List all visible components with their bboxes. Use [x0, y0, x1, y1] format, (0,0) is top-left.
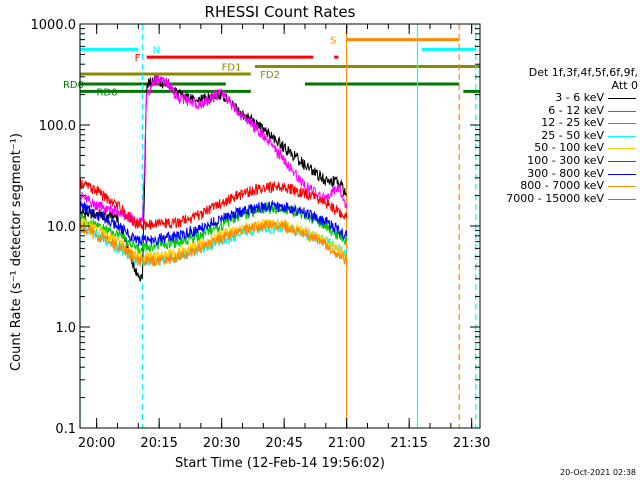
legend-swatch — [608, 160, 636, 162]
legend-entry: 12 - 25 keV — [480, 117, 638, 130]
series-line-800-7000-kev — [79, 220, 347, 267]
legend-swatch — [608, 173, 636, 175]
legend-label: 300 - 800 keV — [527, 166, 604, 180]
legend-label: 7000 - 15000 keV — [506, 191, 604, 205]
legend-swatch — [608, 148, 636, 150]
x-tick-label: 20:45 — [265, 436, 302, 451]
legend-entry: 3 - 6 keV — [480, 91, 638, 105]
flag-label-fd2: FD2 — [260, 70, 280, 81]
y-tick-label: 1.0 — [55, 321, 76, 336]
y-tick-label: 10.0 — [47, 220, 76, 235]
x-axis-label: Start Time (12-Feb-14 19:56:02) — [175, 456, 385, 471]
timestamp: 20-Oct-2021 02:38 — [560, 468, 636, 477]
legend-detectors: Det 1f,3f,4f,5f,6f,9f, — [528, 66, 638, 79]
series-line-300-800-kev — [79, 199, 348, 247]
legend-swatch — [608, 186, 636, 188]
y-tick-label: 1000.0 — [31, 18, 77, 33]
flag-label-rd0: RD0 — [63, 80, 84, 91]
flag-label-fd1: FD1 — [222, 62, 242, 73]
legend-swatch — [608, 110, 636, 112]
legend-entry: 50 - 100 keV — [480, 142, 638, 155]
legend-entry: 6 - 12 keV — [480, 103, 638, 118]
axes-layer: 20:00 20:15 20:30 20:45 21:00 21:15 21:30 0.1 1.… — [31, 18, 491, 451]
flag-layer: N F S FD1 FD2 RD0 RD6 — [63, 36, 480, 98]
legend-swatch — [608, 98, 636, 99]
legend-swatch — [608, 198, 636, 200]
legend-label: 800 - 7000 keV — [520, 179, 604, 193]
legend-entry: 800 - 7000 keV — [480, 180, 638, 193]
legend-label: 25 - 50 keV — [541, 128, 604, 142]
flag-label-f: F — [135, 53, 141, 64]
legend-entry: 100 - 300 keV — [480, 153, 638, 168]
legend-label: 100 - 300 keV — [527, 153, 604, 167]
chart-title: RHESSI Count Rates — [205, 3, 356, 21]
legend-label: 50 - 100 keV — [534, 141, 604, 155]
x-tick-label: 20:15 — [140, 436, 177, 451]
series-line-100-300-kev — [79, 177, 348, 231]
flag-label-s: S — [330, 36, 336, 47]
x-tick-label: 21:00 — [328, 436, 365, 451]
legend-entry: 7000 - 15000 keV — [480, 191, 638, 206]
legend-rows: 3 - 6 keV 6 - 12 keV 12 - 25 keV 25 - 50 ke… — [480, 91, 638, 206]
x-tick-label: 20:30 — [203, 436, 240, 451]
x-tick-label: 21:15 — [390, 436, 427, 451]
x-tick-label: 21:30 — [453, 436, 490, 451]
y-axis-label: Count Rate (s⁻¹ detector segment⁻¹) — [9, 133, 24, 371]
legend-label: 3 - 6 keV — [555, 91, 604, 104]
legend-swatch — [608, 123, 636, 125]
series-line-6-12-kev — [79, 74, 348, 226]
legend-entry: 25 - 50 keV — [480, 128, 638, 143]
legend-attenuator: Att 0 — [611, 79, 638, 92]
flag-label-rd6: RD6 — [96, 87, 117, 98]
legend-label: 6 - 12 keV — [548, 103, 604, 117]
y-tick-label: 0.1 — [55, 422, 76, 437]
legend-label: 12 - 25 keV — [541, 116, 604, 130]
flag-label-n: N — [153, 45, 160, 56]
legend: Det 1f,3f,4f,5f,6f,9f, Att 0 3 - 6 keV 6 … — [480, 66, 638, 205]
series-layer — [79, 74, 348, 282]
series-line-3-6-kev — [79, 75, 347, 282]
legend-swatch — [608, 135, 636, 137]
x-tick-label: 20:00 — [78, 436, 115, 451]
legend-entry: 300 - 800 keV — [480, 166, 638, 181]
y-tick-label: 100.0 — [39, 119, 76, 134]
